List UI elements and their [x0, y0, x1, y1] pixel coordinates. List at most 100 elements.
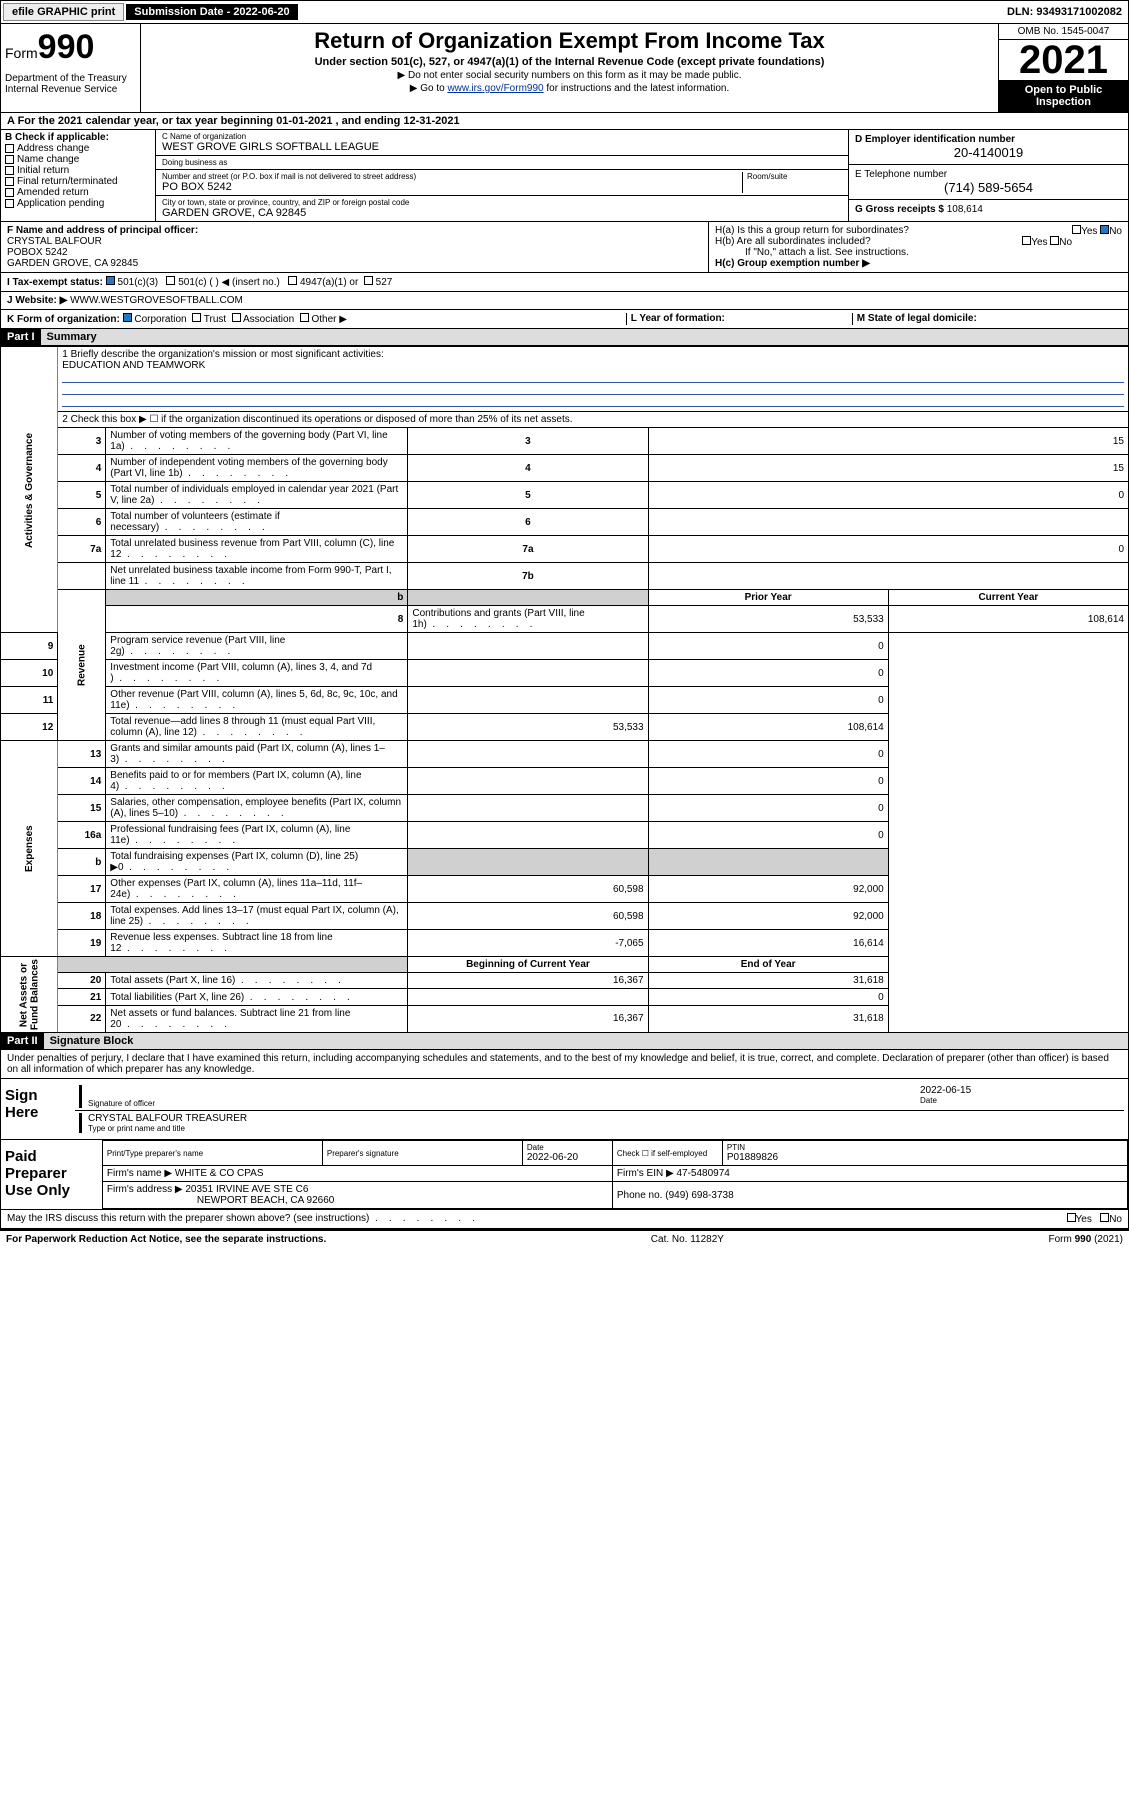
chk-final[interactable] [5, 177, 14, 186]
sig-date: 2022-06-15 [920, 1085, 1120, 1096]
entity-block: B Check if applicable: Address change Na… [0, 130, 1129, 222]
row-k: K Form of organization: Corporation Trus… [0, 310, 1129, 329]
tax-year: 2021 [999, 40, 1128, 80]
curr-value: 0 [648, 822, 888, 849]
prior-value: 60,598 [408, 876, 648, 903]
org-name: WEST GROVE GIRLS SOFTBALL LEAGUE [162, 141, 842, 153]
form-title: Return of Organization Exempt From Incom… [149, 28, 990, 54]
curr-value: 0 [648, 768, 888, 795]
chk-corp[interactable] [123, 313, 132, 322]
submission-date: Submission Date - 2022-06-20 [126, 4, 297, 20]
line-text: Total revenue—add lines 8 through 11 (mu… [106, 714, 408, 741]
prior-value [408, 660, 648, 687]
line-value: 15 [648, 455, 1128, 482]
prior-value [408, 768, 648, 795]
chk-amended[interactable] [5, 188, 14, 197]
prep-date: 2022-06-20 [527, 1152, 608, 1163]
curr-value: 0 [648, 795, 888, 822]
line-text: Total liabilities (Part X, line 26) [106, 989, 408, 1005]
line-text: Net unrelated business taxable income fr… [106, 563, 408, 590]
chk-other[interactable] [300, 313, 309, 322]
footer: For Paperwork Reduction Act Notice, see … [0, 1229, 1129, 1248]
firm-ein: 47-5480974 [676, 1168, 729, 1179]
form-subtitle: Under section 501(c), 527, or 4947(a)(1)… [149, 56, 990, 68]
line-text: Benefits paid to or for members (Part IX… [106, 768, 408, 795]
line-text: Professional fundraising fees (Part IX, … [106, 822, 408, 849]
block-e: E Telephone number (714) 589-5654 [849, 165, 1128, 200]
website[interactable]: WWW.WESTGROVESOFTBALL.COM [70, 295, 243, 306]
block-f: F Name and address of principal officer:… [1, 222, 708, 272]
line-text: Total fundraising expenses (Part IX, col… [106, 849, 408, 876]
line-text: Program service revenue (Part VIII, line… [106, 633, 408, 660]
row-j: J Website: ▶ WWW.WESTGROVESOFTBALL.COM [0, 292, 1129, 310]
discuss-yes[interactable] [1067, 1213, 1076, 1222]
line-text: Net assets or fund balances. Subtract li… [106, 1005, 408, 1032]
curr-value: 0 [648, 633, 888, 660]
prior-value: 16,367 [408, 973, 648, 989]
chk-address[interactable] [5, 144, 14, 153]
sign-here-label: Sign Here [1, 1079, 71, 1139]
paid-prep-label: Paid Preparer Use Only [1, 1140, 102, 1209]
ha-no[interactable] [1100, 225, 1109, 234]
chk-assoc[interactable] [232, 313, 241, 322]
curr-value: 108,614 [888, 606, 1128, 633]
curr-value: 92,000 [648, 876, 888, 903]
prior-value: 53,533 [408, 714, 648, 741]
hb-yes[interactable] [1022, 236, 1031, 245]
firm-phone: (949) 698-3738 [665, 1190, 733, 1201]
ein: 20-4140019 [855, 145, 1122, 160]
block-c: C Name of organization WEST GROVE GIRLS … [156, 130, 848, 221]
curr-value: 16,614 [648, 930, 888, 957]
prior-value: 53,533 [648, 606, 888, 633]
chk-initial[interactable] [5, 166, 14, 175]
chk-name[interactable] [5, 155, 14, 164]
line-text: Total expenses. Add lines 13–17 (must eq… [106, 903, 408, 930]
line-text: Grants and similar amounts paid (Part IX… [106, 741, 408, 768]
part1-header: Part I Summary [0, 329, 1129, 346]
gross-receipts: 108,614 [947, 204, 983, 215]
prior-value [408, 687, 648, 714]
prior-value [408, 849, 648, 876]
curr-value [648, 849, 888, 876]
line-value: 0 [648, 482, 1128, 509]
efile-btn[interactable]: efile GRAPHIC print [3, 3, 124, 21]
sig-declaration: Under penalties of perjury, I declare th… [0, 1050, 1129, 1079]
line-text: Other expenses (Part IX, column (A), lin… [106, 876, 408, 903]
chk-501c[interactable] [166, 276, 175, 285]
curr-value: 0 [648, 660, 888, 687]
sign-here-block: Sign Here Signature of officer 2022-06-1… [0, 1079, 1129, 1140]
row-i: I Tax-exempt status: 501(c)(3) 501(c) ( … [0, 273, 1129, 292]
line-text: Number of independent voting members of … [106, 455, 408, 482]
chk-501c3[interactable] [106, 276, 115, 285]
firm-addr: 20351 IRVINE AVE STE C6 [185, 1184, 308, 1195]
chk-4947[interactable] [288, 276, 297, 285]
dln: DLN: 93493171002082 [1007, 6, 1128, 18]
line-text: Total unrelated business revenue from Pa… [106, 536, 408, 563]
line-text: Total assets (Part X, line 16) [106, 973, 408, 989]
line-text: Investment income (Part VIII, column (A)… [106, 660, 408, 687]
chk-527[interactable] [364, 276, 373, 285]
curr-value: 0 [648, 989, 888, 1005]
row-a-period: A For the 2021 calendar year, or tax yea… [0, 113, 1129, 130]
line-text: Salaries, other compensation, employee b… [106, 795, 408, 822]
paid-preparer-block: Paid Preparer Use Only Print/Type prepar… [0, 1140, 1129, 1210]
form-note1: ▶ Do not enter social security numbers o… [149, 70, 990, 81]
side-gov: Activities & Governance [1, 347, 58, 633]
curr-value: 31,618 [648, 1005, 888, 1032]
hb-no[interactable] [1050, 236, 1059, 245]
chk-trust[interactable] [192, 313, 201, 322]
irs-link[interactable]: www.irs.gov/Form990 [447, 83, 543, 94]
org-addr: PO BOX 5242 [162, 181, 742, 193]
chk-pending[interactable] [5, 199, 14, 208]
phone: (714) 589-5654 [855, 180, 1122, 195]
prior-value: -7,065 [408, 930, 648, 957]
block-h: H(a) Is this a group return for subordin… [708, 222, 1128, 272]
line-text: Revenue less expenses. Subtract line 18 … [106, 930, 408, 957]
ha-yes[interactable] [1072, 225, 1081, 234]
discuss-no[interactable] [1100, 1213, 1109, 1222]
open-public: Open to Public Inspection [999, 80, 1128, 112]
prior-value [408, 633, 648, 660]
block-b: B Check if applicable: Address change Na… [1, 130, 156, 221]
curr-value: 0 [648, 741, 888, 768]
prior-value: 60,598 [408, 903, 648, 930]
